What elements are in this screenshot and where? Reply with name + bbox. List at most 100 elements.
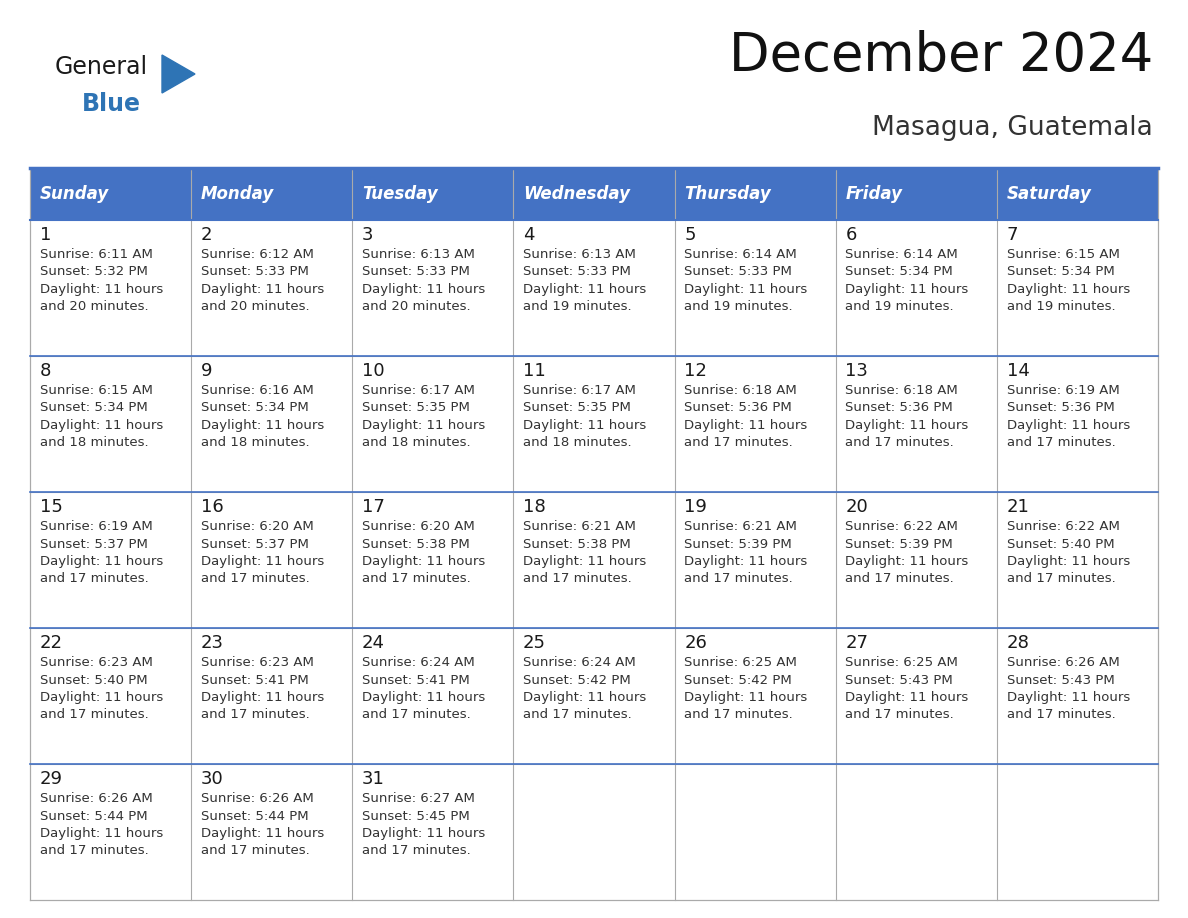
Text: and 18 minutes.: and 18 minutes. xyxy=(523,436,632,450)
Text: 31: 31 xyxy=(362,770,385,788)
Text: and 19 minutes.: and 19 minutes. xyxy=(846,300,954,314)
Text: Daylight: 11 hours: Daylight: 11 hours xyxy=(846,555,968,568)
Text: Sunrise: 6:19 AM: Sunrise: 6:19 AM xyxy=(39,520,152,533)
Text: Daylight: 11 hours: Daylight: 11 hours xyxy=(1006,419,1130,432)
Text: Daylight: 11 hours: Daylight: 11 hours xyxy=(362,419,485,432)
Bar xyxy=(675,628,835,764)
Text: Sunrise: 6:25 AM: Sunrise: 6:25 AM xyxy=(684,656,797,669)
Text: Sunset: 5:39 PM: Sunset: 5:39 PM xyxy=(846,538,953,551)
Text: 4: 4 xyxy=(523,226,535,244)
Text: Sunset: 5:33 PM: Sunset: 5:33 PM xyxy=(201,265,309,278)
Bar xyxy=(191,492,353,628)
Text: Sunset: 5:33 PM: Sunset: 5:33 PM xyxy=(523,265,631,278)
Text: Sunrise: 6:26 AM: Sunrise: 6:26 AM xyxy=(201,792,314,805)
Text: and 19 minutes.: and 19 minutes. xyxy=(1006,300,1116,314)
Text: Sunset: 5:40 PM: Sunset: 5:40 PM xyxy=(1006,538,1114,551)
Text: and 18 minutes.: and 18 minutes. xyxy=(362,436,470,450)
Bar xyxy=(835,168,997,220)
Text: Sunrise: 6:18 AM: Sunrise: 6:18 AM xyxy=(684,384,797,397)
Bar xyxy=(997,628,1158,764)
Text: Daylight: 11 hours: Daylight: 11 hours xyxy=(39,827,163,840)
Text: Sunset: 5:37 PM: Sunset: 5:37 PM xyxy=(201,538,309,551)
Text: Daylight: 11 hours: Daylight: 11 hours xyxy=(39,283,163,296)
Text: Sunrise: 6:21 AM: Sunrise: 6:21 AM xyxy=(523,520,636,533)
Text: Sunrise: 6:27 AM: Sunrise: 6:27 AM xyxy=(362,792,475,805)
Text: Masagua, Guatemala: Masagua, Guatemala xyxy=(872,115,1154,141)
Bar xyxy=(30,492,191,628)
Text: 14: 14 xyxy=(1006,362,1029,380)
Text: 11: 11 xyxy=(523,362,545,380)
Bar xyxy=(675,764,835,900)
Text: Sunset: 5:34 PM: Sunset: 5:34 PM xyxy=(39,401,147,415)
Text: Daylight: 11 hours: Daylight: 11 hours xyxy=(684,419,808,432)
Text: and 20 minutes.: and 20 minutes. xyxy=(201,300,309,314)
Text: and 17 minutes.: and 17 minutes. xyxy=(523,709,632,722)
Text: 10: 10 xyxy=(362,362,385,380)
Text: Sunrise: 6:18 AM: Sunrise: 6:18 AM xyxy=(846,384,959,397)
Text: and 17 minutes.: and 17 minutes. xyxy=(1006,709,1116,722)
Bar xyxy=(353,764,513,900)
Text: Sunset: 5:34 PM: Sunset: 5:34 PM xyxy=(1006,265,1114,278)
Text: Daylight: 11 hours: Daylight: 11 hours xyxy=(201,283,324,296)
Text: Daylight: 11 hours: Daylight: 11 hours xyxy=(201,419,324,432)
Text: and 17 minutes.: and 17 minutes. xyxy=(39,845,148,857)
Text: Sunrise: 6:21 AM: Sunrise: 6:21 AM xyxy=(684,520,797,533)
Polygon shape xyxy=(162,55,195,93)
Bar xyxy=(997,764,1158,900)
Text: Daylight: 11 hours: Daylight: 11 hours xyxy=(201,827,324,840)
Text: Sunset: 5:39 PM: Sunset: 5:39 PM xyxy=(684,538,792,551)
Bar xyxy=(675,356,835,492)
Text: 22: 22 xyxy=(39,634,63,652)
Text: Sunrise: 6:17 AM: Sunrise: 6:17 AM xyxy=(362,384,475,397)
Text: 20: 20 xyxy=(846,498,868,516)
Text: Sunrise: 6:24 AM: Sunrise: 6:24 AM xyxy=(523,656,636,669)
Text: Wednesday: Wednesday xyxy=(523,185,630,203)
Text: and 17 minutes.: and 17 minutes. xyxy=(362,709,470,722)
Bar xyxy=(835,764,997,900)
Text: Sunrise: 6:14 AM: Sunrise: 6:14 AM xyxy=(846,248,959,261)
Text: and 17 minutes.: and 17 minutes. xyxy=(523,573,632,586)
Bar xyxy=(353,220,513,356)
Text: and 18 minutes.: and 18 minutes. xyxy=(201,436,309,450)
Text: Sunrise: 6:20 AM: Sunrise: 6:20 AM xyxy=(201,520,314,533)
Text: Sunset: 5:36 PM: Sunset: 5:36 PM xyxy=(684,401,792,415)
Text: and 17 minutes.: and 17 minutes. xyxy=(201,709,310,722)
Text: 9: 9 xyxy=(201,362,213,380)
Text: Sunset: 5:33 PM: Sunset: 5:33 PM xyxy=(684,265,792,278)
Text: and 18 minutes.: and 18 minutes. xyxy=(39,436,148,450)
Text: and 17 minutes.: and 17 minutes. xyxy=(846,573,954,586)
Text: and 17 minutes.: and 17 minutes. xyxy=(362,845,470,857)
Bar xyxy=(835,220,997,356)
Text: Monday: Monday xyxy=(201,185,274,203)
Text: 25: 25 xyxy=(523,634,546,652)
Text: 19: 19 xyxy=(684,498,707,516)
Text: Daylight: 11 hours: Daylight: 11 hours xyxy=(523,419,646,432)
Text: and 17 minutes.: and 17 minutes. xyxy=(684,573,792,586)
Bar xyxy=(835,492,997,628)
Text: Daylight: 11 hours: Daylight: 11 hours xyxy=(684,283,808,296)
Text: and 17 minutes.: and 17 minutes. xyxy=(39,709,148,722)
Bar xyxy=(30,628,191,764)
Bar xyxy=(353,356,513,492)
Text: Sunrise: 6:11 AM: Sunrise: 6:11 AM xyxy=(39,248,152,261)
Text: Daylight: 11 hours: Daylight: 11 hours xyxy=(684,691,808,704)
Text: and 17 minutes.: and 17 minutes. xyxy=(39,573,148,586)
Text: Sunset: 5:43 PM: Sunset: 5:43 PM xyxy=(846,674,953,687)
Bar xyxy=(191,628,353,764)
Text: 29: 29 xyxy=(39,770,63,788)
Text: and 20 minutes.: and 20 minutes. xyxy=(362,300,470,314)
Text: Sunset: 5:41 PM: Sunset: 5:41 PM xyxy=(201,674,309,687)
Text: Daylight: 11 hours: Daylight: 11 hours xyxy=(1006,555,1130,568)
Text: and 17 minutes.: and 17 minutes. xyxy=(362,573,470,586)
Text: Sunset: 5:38 PM: Sunset: 5:38 PM xyxy=(362,538,469,551)
Bar xyxy=(513,764,675,900)
Text: Friday: Friday xyxy=(846,185,903,203)
Text: and 17 minutes.: and 17 minutes. xyxy=(1006,436,1116,450)
Text: Sunrise: 6:16 AM: Sunrise: 6:16 AM xyxy=(201,384,314,397)
Text: 23: 23 xyxy=(201,634,223,652)
Text: 5: 5 xyxy=(684,226,696,244)
Text: Thursday: Thursday xyxy=(684,185,771,203)
Bar xyxy=(353,492,513,628)
Text: Daylight: 11 hours: Daylight: 11 hours xyxy=(846,691,968,704)
Text: Sunset: 5:42 PM: Sunset: 5:42 PM xyxy=(523,674,631,687)
